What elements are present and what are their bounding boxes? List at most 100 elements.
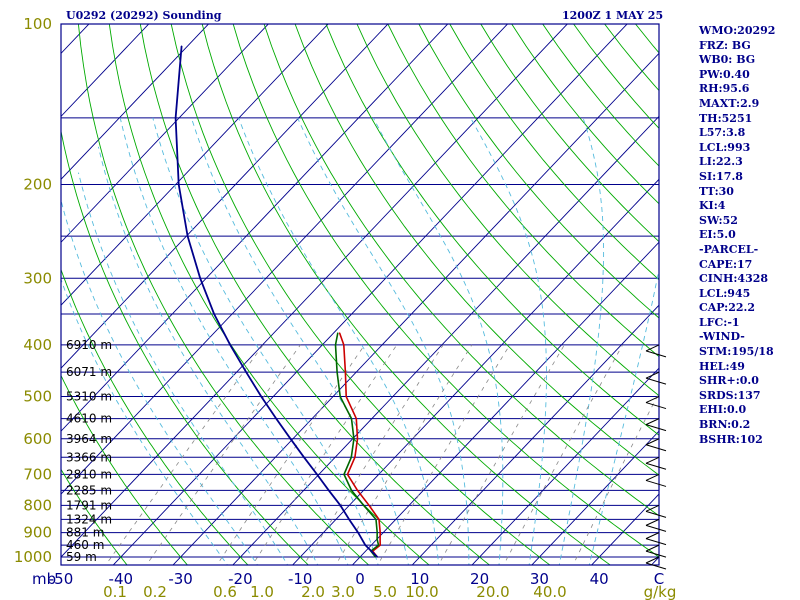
height-label: 59 m (66, 550, 97, 564)
wind-barb (645, 518, 667, 532)
index-item: TH:5251 (699, 111, 753, 125)
mixing-ratio-label: 0.6 (213, 583, 237, 600)
dewpoint-point (353, 438, 355, 440)
wind-barb-flag (645, 524, 667, 532)
pressure-tick-label: 1000 (14, 548, 52, 566)
wind-barb-flag (645, 538, 667, 546)
dry-adiabat-line (61, 268, 249, 565)
dry-adiabat-line (77, 24, 370, 565)
dewpoint-point (375, 518, 377, 521)
wind-barb-flag (645, 377, 667, 385)
parcel-point (364, 544, 366, 546)
height-label: 6910 m (66, 338, 112, 352)
index-item: CINH:4328 (699, 272, 769, 286)
temperature-tick-label: 10 (410, 570, 429, 588)
index-item: LCL:993 (699, 140, 751, 154)
wind-barb (645, 418, 667, 432)
moist-adiabat-line (238, 117, 440, 565)
isotherm-line (172, 52, 659, 565)
moist-adiabat-line (152, 117, 379, 565)
temperature-tick-label: 40 (590, 570, 609, 588)
parcel-point (181, 45, 183, 47)
mixing-ratio-label: 0.2 (143, 583, 167, 600)
moist-adiabat-line (470, 117, 547, 565)
temperature-tick-label: 30 (530, 570, 549, 588)
mixing-ratio-line (503, 344, 624, 565)
dry-adiabat-line (61, 468, 128, 565)
pressure-tick-label: 300 (23, 269, 52, 287)
index-item: FRZ: BG (699, 38, 751, 52)
index-item: CAPE:17 (699, 257, 753, 271)
mixing-ratio-line (437, 344, 565, 565)
index-item: EHI:0.0 (699, 403, 747, 417)
wind-barb (645, 396, 667, 410)
moist-adiabat-line (372, 117, 504, 565)
parcel-point (187, 235, 189, 237)
temperature-tick-label: C (654, 570, 664, 588)
temperature-point (356, 438, 359, 440)
temperature-point (355, 418, 357, 420)
temperature-point (354, 456, 356, 458)
index-item: LFC:-1 (699, 315, 740, 329)
parcel-point (289, 438, 292, 440)
isotherm-line (112, 24, 628, 565)
dry-adiabat-line (387, 24, 659, 358)
mixing-ratio-label: 10.0 (405, 583, 438, 600)
isotherm-line (61, 24, 150, 118)
index-item: LI:22.3 (699, 155, 743, 169)
temperature-tick-label: -50 (49, 570, 74, 588)
index-item: SW:52 (699, 213, 738, 227)
mixing-ratio-label: 20.0 (476, 583, 509, 600)
sounding-datetime: 1200Z 1 MAY 25 (562, 9, 664, 22)
dewpoint-trace (334, 332, 380, 558)
dry-adiabat-line (201, 24, 611, 565)
pressure-tick-label: 500 (23, 388, 52, 406)
pressure-tick-label: 800 (23, 496, 52, 514)
isotherm-line (61, 24, 449, 432)
wind-barb-shaft (645, 518, 660, 526)
wind-barb-shaft (645, 532, 660, 540)
mixing-ratio-label: 3.0 (331, 583, 355, 600)
sounding-indices-panel: WMO:20292 FRZ: BG WB0: BG PW:0.40 RH:95.6 MAX… (699, 24, 775, 447)
index-item: L57:3.8 (699, 126, 746, 140)
mixing-ratio-label: g/kg (644, 583, 677, 600)
dewpoint-point (334, 344, 337, 346)
mixing-ratio-line (216, 344, 365, 565)
dewpoint-point (350, 456, 352, 458)
parcel-point (303, 456, 305, 458)
dry-adiabat-line (356, 24, 659, 397)
isotherm-line (61, 24, 329, 306)
moist-adiabat-line (97, 146, 319, 565)
mixing-ratio-label: 5.0 (373, 583, 397, 600)
index-item: CAP:22.2 (699, 301, 756, 315)
moist-adiabat-line (190, 117, 409, 565)
temperature-tick-label: 20 (470, 570, 489, 588)
isotherm-line (232, 115, 659, 565)
index-item: SRDS:137 (699, 388, 761, 402)
mixing-ratio-line (335, 344, 473, 565)
temperature-point (345, 396, 347, 398)
height-label: 1791 m (66, 498, 112, 512)
moist-adiabat-line (588, 267, 659, 565)
wind-barb (645, 438, 667, 452)
parcel-point (348, 518, 350, 521)
wind-barb (645, 473, 667, 487)
wind-barb-shaft (645, 418, 660, 426)
pressure-tick-label: 600 (23, 430, 52, 448)
parcel-point (213, 313, 215, 315)
mixing-ratio-label: 2.0 (301, 583, 325, 600)
wind-barb-flag (645, 402, 667, 410)
dry-adiabat-line (480, 24, 659, 243)
index-item: SI:17.8 (699, 169, 743, 183)
moist-adiabat-line (558, 117, 605, 565)
dry-adiabat-line (263, 24, 659, 517)
index-item: RH:95.6 (699, 82, 750, 96)
height-label: 3964 m (66, 432, 112, 446)
pressure-tick-label: 400 (23, 336, 52, 354)
mixing-ratio-label: 1.0 (250, 583, 274, 600)
dewpoint-point (376, 532, 378, 534)
temperature-tick-label: -20 (228, 570, 253, 588)
moist-adiabat-line (297, 117, 470, 565)
moist-adiabat-line (119, 117, 349, 565)
